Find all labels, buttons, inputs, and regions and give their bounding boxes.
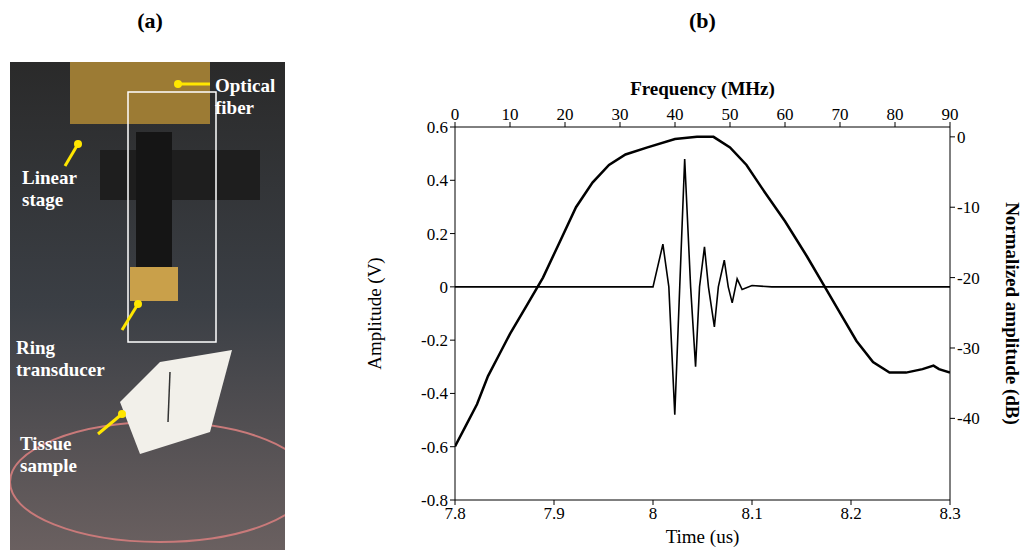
svg-text:50: 50 <box>722 105 739 124</box>
svg-text:-0.2: -0.2 <box>421 331 448 350</box>
svg-text:10: 10 <box>502 105 519 124</box>
svg-text:Amplitude (V): Amplitude (V) <box>364 257 386 369</box>
svg-text:Normalized amplitude (dB): Normalized amplitude (dB) <box>1001 202 1023 425</box>
svg-text:20: 20 <box>557 105 574 124</box>
svg-text:0: 0 <box>440 278 449 297</box>
svg-text:-0.4: -0.4 <box>421 384 448 403</box>
svg-text:Opticalfiber: Opticalfiber <box>215 75 275 118</box>
svg-text:-30: -30 <box>957 339 980 358</box>
svg-text:Time (us): Time (us) <box>666 526 740 548</box>
svg-text:Tissuesample: Tissuesample <box>20 433 77 476</box>
svg-text:90: 90 <box>942 105 959 124</box>
svg-text:Linearstage: Linearstage <box>22 167 77 210</box>
svg-text:0: 0 <box>451 105 460 124</box>
html-text:(a): (a) <box>137 8 163 33</box>
svg-text:70: 70 <box>832 105 849 124</box>
svg-text:Ringtransducer: Ringtransducer <box>16 337 105 380</box>
svg-text:-0.6: -0.6 <box>421 438 448 457</box>
svg-text:8.2: 8.2 <box>840 504 861 523</box>
svg-text:0.6: 0.6 <box>427 118 448 137</box>
svg-text:80: 80 <box>887 105 904 124</box>
svg-text:30: 30 <box>612 105 629 124</box>
svg-text:60: 60 <box>777 105 794 124</box>
html-text:(b): (b) <box>689 8 716 33</box>
svg-text:8.3: 8.3 <box>939 504 960 523</box>
svg-text:7.9: 7.9 <box>543 504 564 523</box>
svg-text:-40: -40 <box>957 409 980 428</box>
svg-text:8: 8 <box>649 504 658 523</box>
svg-text:-0.8: -0.8 <box>421 491 448 510</box>
svg-text:7.8: 7.8 <box>444 504 466 524</box>
svg-text:0.2: 0.2 <box>427 225 448 244</box>
svg-text:Frequency (MHz): Frequency (MHz) <box>630 78 775 100</box>
svg-text:40: 40 <box>667 105 684 124</box>
svg-text:0: 0 <box>957 128 966 147</box>
svg-text:0.4: 0.4 <box>427 171 449 190</box>
svg-text:8.1: 8.1 <box>741 504 762 523</box>
svg-text:-20: -20 <box>957 269 980 288</box>
svg-text:-10: -10 <box>957 198 980 217</box>
